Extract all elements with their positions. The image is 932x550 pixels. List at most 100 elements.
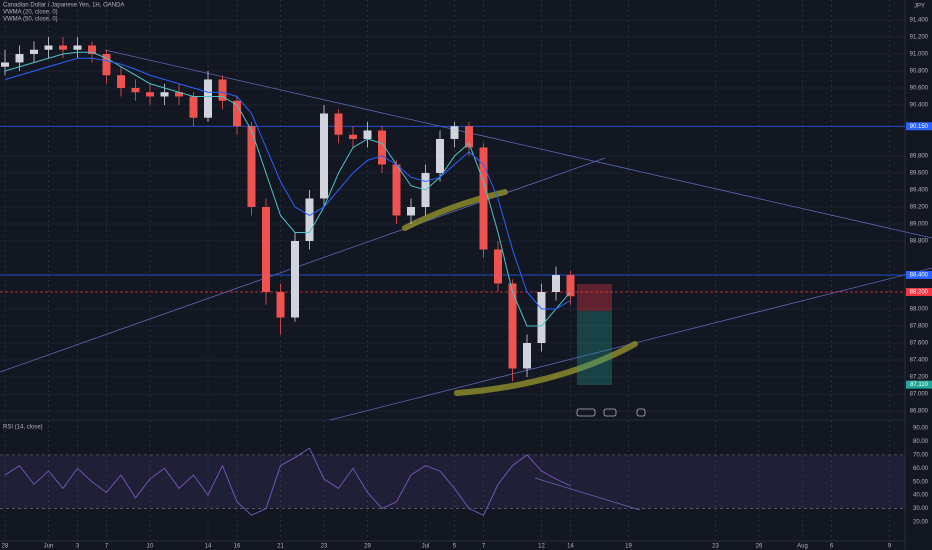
- price-tag: [906, 287, 932, 296]
- x-tick-label: 19: [625, 544, 632, 550]
- x-tick-label: 21: [277, 544, 284, 550]
- grid: [0, 0, 905, 541]
- rsi-tick-label: 80.00: [913, 439, 929, 445]
- x-tick-label: 28: [2, 544, 9, 550]
- moving-average: [4, 57, 571, 310]
- x-tick-label: 12: [538, 544, 545, 550]
- y-tick-label: 90.800: [910, 69, 929, 75]
- trend-line: [534, 477, 641, 511]
- x-tick-label: 16: [234, 544, 241, 550]
- candle-body: [15, 53, 24, 63]
- x-tick-label: 14: [567, 544, 574, 550]
- icon: [636, 408, 646, 417]
- candle-body: [1, 62, 9, 67]
- indicator-label: RSI (14, close): [3, 425, 43, 431]
- price-tag-label: 90.150: [910, 124, 929, 130]
- trend-line: [104, 49, 932, 239]
- candle-body: [305, 198, 314, 241]
- y-tick-label: 87.200: [910, 375, 929, 381]
- candle-body: [189, 96, 198, 118]
- candle-body: [88, 45, 96, 54]
- stop-zone: [577, 284, 612, 311]
- target-zone: [577, 311, 612, 385]
- rsi-tick-label: 90.00: [913, 426, 929, 432]
- candle-body: [363, 130, 372, 139]
- y-tick-label: 89.200: [910, 205, 929, 211]
- candle-body: [30, 49, 38, 54]
- indicator-label: VWMA (20, close, 0): [3, 10, 58, 16]
- x-tick-label: Aug: [797, 544, 808, 550]
- candle-body: [262, 206, 270, 292]
- rsi-tick-label: 60.00: [913, 466, 929, 472]
- rsi-line: [4, 447, 571, 516]
- rsi-tick-label: 30.00: [913, 506, 929, 512]
- price-tag-label: 87.110: [910, 382, 929, 388]
- candle-body: [552, 274, 560, 292]
- candle-body: [146, 92, 154, 97]
- candle-body: [233, 100, 241, 127]
- y-tick-label: 88.000: [910, 307, 929, 313]
- candle-body: [407, 206, 415, 216]
- candle-body: [450, 126, 459, 139]
- candle-body: [175, 92, 183, 97]
- x-tick-label: 5: [453, 544, 457, 550]
- candle-body: [392, 164, 401, 216]
- icon: [603, 408, 617, 417]
- price-tag: [906, 270, 932, 279]
- y-tick-label: 87.800: [910, 324, 929, 330]
- candle-body: [378, 130, 386, 165]
- y-tick-label: 87.400: [910, 358, 929, 364]
- price-tag-label: 88.200: [910, 290, 929, 296]
- candle-body: [566, 274, 575, 297]
- y-tick-label: 89.400: [910, 188, 929, 194]
- candle-body: [117, 75, 125, 88]
- candle-body: [523, 342, 531, 369]
- candle-body: [508, 283, 517, 369]
- y-tick-label: 89.600: [910, 171, 929, 177]
- candle-body: [436, 138, 444, 173]
- x-tick-label: 29: [364, 544, 371, 550]
- y-tick-label: 86.800: [910, 409, 929, 415]
- candle-body: [59, 45, 67, 50]
- highlight: [402, 189, 508, 231]
- y-tick-label: 90.400: [910, 103, 929, 109]
- x-tick-label: 23: [321, 544, 328, 550]
- candle-body: [73, 45, 82, 50]
- y-tick-label: 91.000: [910, 52, 929, 58]
- y-tick-label: 91.400: [910, 18, 929, 24]
- highlight: [454, 341, 638, 396]
- x-tick-label: 9: [888, 544, 892, 550]
- currency-label: JPY: [914, 4, 925, 10]
- y-tick-label: 88.800: [910, 239, 929, 245]
- x-tick-label: 23: [712, 544, 719, 550]
- x-tick-label: 3: [76, 544, 80, 550]
- candle-body: [494, 249, 502, 284]
- price-tag-label: 88.400: [910, 273, 929, 279]
- candle-body: [218, 79, 227, 101]
- candle-body: [479, 147, 488, 250]
- x-tick-label: 7: [105, 544, 109, 550]
- x-tick-label: 14: [205, 544, 212, 550]
- x-tick-label: 7: [482, 544, 486, 550]
- candle-body: [44, 45, 53, 50]
- candle-body: [276, 291, 285, 318]
- alert-icons: [576, 408, 646, 417]
- x-tick-label: Jul: [422, 544, 430, 550]
- candle-body: [320, 113, 328, 199]
- moving-average: [4, 51, 571, 327]
- y-tick-label: 87.600: [910, 341, 929, 347]
- indicator-label: VWMA (50, close, 0): [3, 17, 58, 23]
- icon: [576, 408, 596, 417]
- candle-body: [291, 240, 299, 318]
- rsi-band: [0, 454, 905, 509]
- y-tick-label: 90.600: [910, 86, 929, 92]
- rsi-tick-label: 40.00: [913, 493, 929, 499]
- chart-title: Canadian Dollar / Japanese Yen, 1H, OAND…: [3, 3, 124, 9]
- candle-body: [204, 79, 212, 118]
- y-tick-label: 91.200: [910, 35, 929, 41]
- price-tag: [906, 380, 932, 389]
- candle-body: [102, 53, 111, 76]
- candle-body: [131, 87, 140, 93]
- x-tick-label: 6: [830, 544, 834, 550]
